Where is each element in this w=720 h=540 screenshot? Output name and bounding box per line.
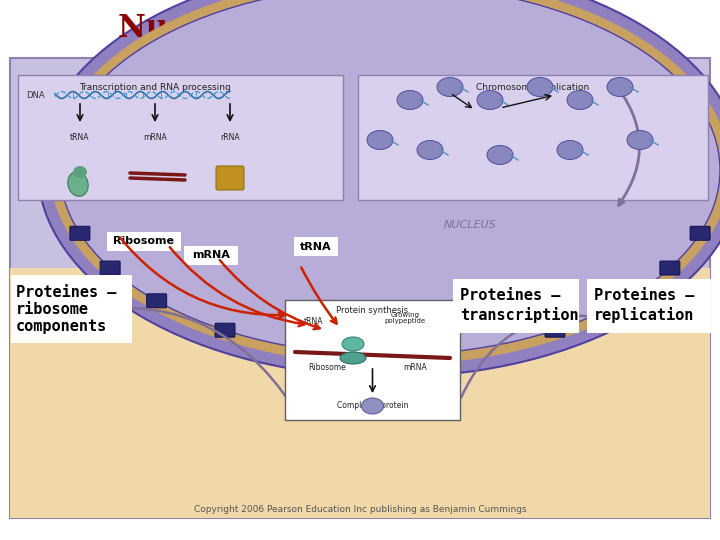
Text: mRNA: mRNA	[192, 251, 230, 260]
Ellipse shape	[367, 131, 393, 150]
FancyBboxPatch shape	[11, 275, 132, 343]
Text: Completed protein: Completed protein	[337, 402, 408, 410]
Text: Ribosome: Ribosome	[114, 237, 174, 246]
FancyBboxPatch shape	[107, 232, 181, 251]
FancyBboxPatch shape	[323, 345, 343, 359]
Text: Proteines –: Proteines –	[460, 288, 560, 303]
Ellipse shape	[487, 145, 513, 165]
Text: ribosome: ribosome	[16, 302, 89, 317]
Ellipse shape	[397, 91, 423, 110]
Ellipse shape	[437, 78, 463, 97]
Text: Ribosome: Ribosome	[308, 363, 346, 373]
Ellipse shape	[38, 0, 720, 377]
Text: Transcription and RNA processing: Transcription and RNA processing	[78, 83, 230, 92]
Text: replication: replication	[594, 307, 694, 323]
Ellipse shape	[60, 0, 720, 355]
Ellipse shape	[342, 337, 364, 351]
Text: Proteines –: Proteines –	[594, 288, 694, 303]
FancyBboxPatch shape	[70, 226, 90, 240]
Ellipse shape	[557, 140, 583, 159]
Ellipse shape	[527, 78, 553, 97]
Text: Proteines –: Proteines –	[16, 285, 117, 300]
Text: mRNA: mRNA	[143, 133, 167, 142]
Text: tRNA: tRNA	[300, 241, 332, 252]
Bar	[10, 58, 710, 518]
Bar	[10, 268, 710, 518]
Text: tRNA: tRNA	[303, 318, 323, 327]
Text: Copyright 2006 Pearson Education Inc publishing as Benjamin Cummings: Copyright 2006 Pearson Education Inc pub…	[194, 505, 526, 514]
Ellipse shape	[417, 140, 443, 159]
Ellipse shape	[627, 131, 653, 150]
Text: DNA: DNA	[26, 91, 45, 99]
Text: components: components	[16, 319, 107, 334]
Ellipse shape	[68, 172, 88, 197]
Ellipse shape	[340, 352, 366, 364]
FancyBboxPatch shape	[587, 279, 711, 333]
FancyBboxPatch shape	[100, 261, 120, 275]
FancyBboxPatch shape	[147, 294, 166, 308]
Text: Growing
polypeptide: Growing polypeptide	[384, 312, 426, 325]
FancyBboxPatch shape	[453, 279, 579, 333]
Text: tRNA: tRNA	[71, 133, 90, 142]
Ellipse shape	[477, 91, 503, 110]
Text: Protein synthesis: Protein synthesis	[336, 306, 408, 315]
Text: transcription: transcription	[460, 307, 579, 323]
FancyBboxPatch shape	[358, 75, 708, 200]
FancyBboxPatch shape	[690, 226, 710, 240]
FancyBboxPatch shape	[216, 166, 244, 190]
Text: Nuclear membrane crossing: Nuclear membrane crossing	[118, 12, 602, 44]
Text: transported molecules: transported molecules	[167, 35, 553, 65]
Text: Chromosomal replication: Chromosomal replication	[477, 83, 590, 92]
FancyBboxPatch shape	[545, 323, 565, 337]
FancyBboxPatch shape	[184, 246, 238, 265]
Ellipse shape	[50, 0, 720, 365]
FancyBboxPatch shape	[660, 261, 680, 275]
Text: NUCLEUS: NUCLEUS	[444, 220, 496, 230]
FancyBboxPatch shape	[285, 300, 460, 420]
FancyBboxPatch shape	[437, 345, 457, 359]
Ellipse shape	[567, 91, 593, 110]
FancyBboxPatch shape	[294, 237, 338, 256]
Text: mRNA: mRNA	[403, 363, 427, 373]
Ellipse shape	[361, 398, 384, 414]
FancyBboxPatch shape	[215, 323, 235, 337]
Ellipse shape	[73, 166, 87, 178]
FancyBboxPatch shape	[18, 75, 343, 200]
Ellipse shape	[607, 78, 633, 97]
Text: rRNA: rRNA	[220, 133, 240, 142]
FancyBboxPatch shape	[613, 294, 634, 308]
